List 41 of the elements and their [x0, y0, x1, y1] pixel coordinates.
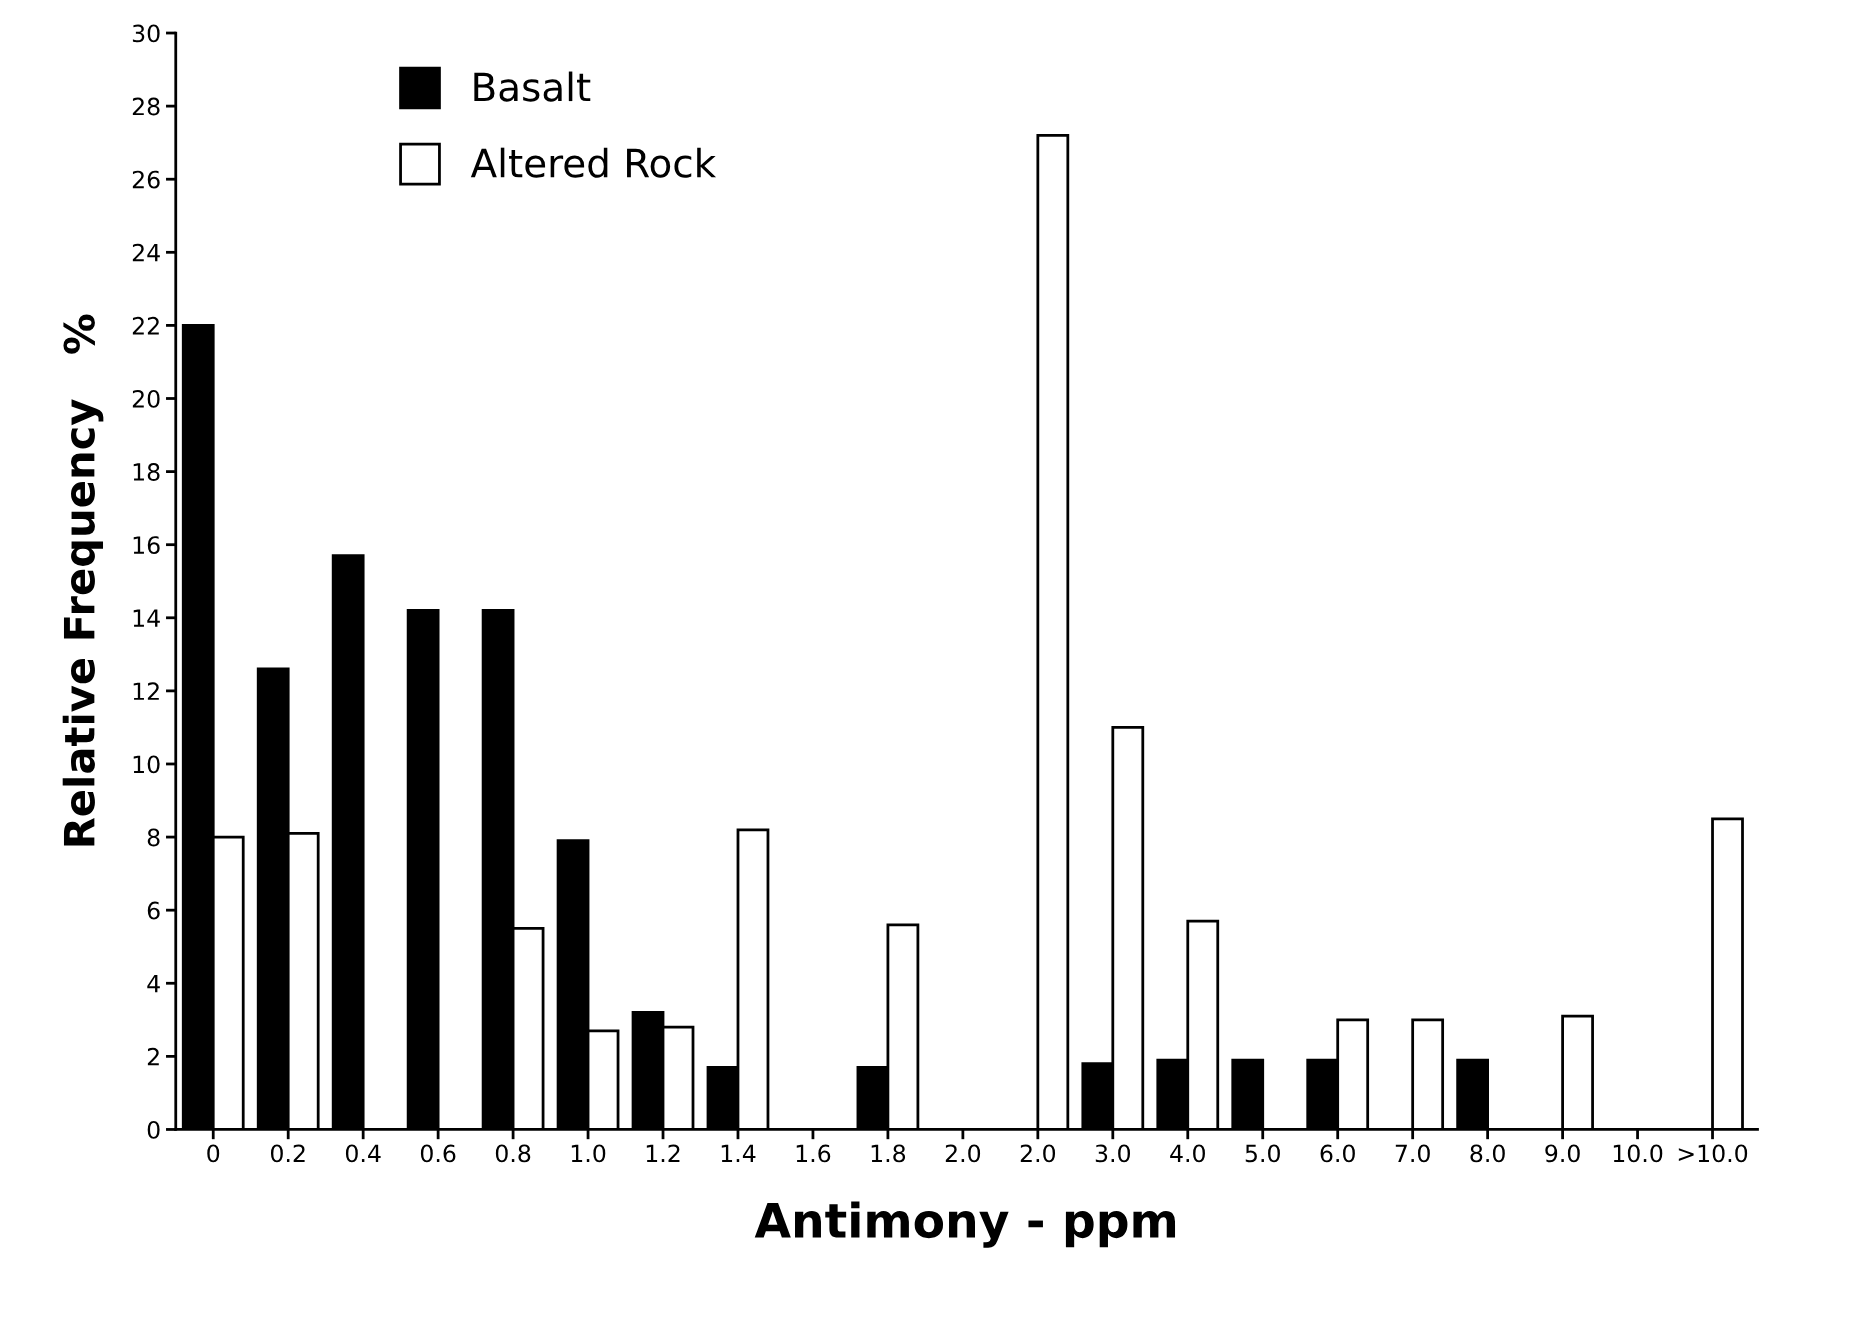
x-tick-label: >10.0 [1678, 1144, 1748, 1163]
y-tick-label: 28 [132, 97, 160, 116]
y-tick-label: 0 [147, 1120, 160, 1139]
y-tick-label: 30 [132, 24, 160, 43]
x-tick-label: 1.2 [646, 1144, 680, 1162]
y-tick-label: 20 [132, 389, 160, 408]
x-tick-label: 0 [207, 1144, 220, 1163]
y-tick-label: 22 [132, 316, 159, 335]
x-tick-label: 9.0 [1545, 1144, 1580, 1163]
y-tick-label: 4 [147, 975, 160, 993]
x-tick-label: 0.2 [270, 1144, 305, 1163]
x-tick-label: 7.0 [1395, 1144, 1430, 1163]
x-tick-label: 0.4 [345, 1144, 381, 1163]
y-axis-title: Relative Frequency % [62, 314, 104, 846]
legend-label: Basalt [474, 71, 591, 102]
x-tick-label: 2.0 [945, 1144, 981, 1163]
x-tick-label: 1.8 [871, 1144, 906, 1163]
x-tick-label: 1.4 [721, 1144, 756, 1162]
x-tick-label: 4.0 [1170, 1144, 1205, 1163]
x-tick-label: 6.0 [1320, 1144, 1355, 1163]
y-tick-label: 26 [132, 170, 160, 189]
x-tick-label: 8.0 [1470, 1144, 1505, 1163]
x-tick-label: 0.6 [420, 1144, 456, 1163]
x-tick-label: 2.0 [1020, 1144, 1056, 1163]
y-tick-label: 14 [133, 609, 160, 627]
y-tick-label: 18 [133, 463, 160, 481]
x-tick-label: 1.6 [796, 1144, 831, 1163]
y-tick-label: 12 [133, 682, 159, 700]
y-tick-label: 16 [133, 536, 160, 554]
y-tick-label: 10 [133, 755, 160, 774]
legend-label: Altered Rock [470, 147, 717, 178]
x-tick-label: 5.0 [1245, 1144, 1280, 1163]
x-tick-label: 10.0 [1613, 1144, 1663, 1163]
y-tick-label: 8 [147, 828, 160, 847]
x-tick-label: 1.0 [571, 1144, 606, 1163]
y-tick-label: 6 [147, 901, 160, 920]
y-tick-label: 2 [147, 1047, 159, 1066]
x-axis-title: Antimony - ppm [754, 1201, 1176, 1248]
x-tick-label: 3.0 [1095, 1144, 1131, 1163]
x-tick-label: 0.8 [495, 1144, 531, 1163]
y-tick-label: 24 [132, 243, 160, 262]
